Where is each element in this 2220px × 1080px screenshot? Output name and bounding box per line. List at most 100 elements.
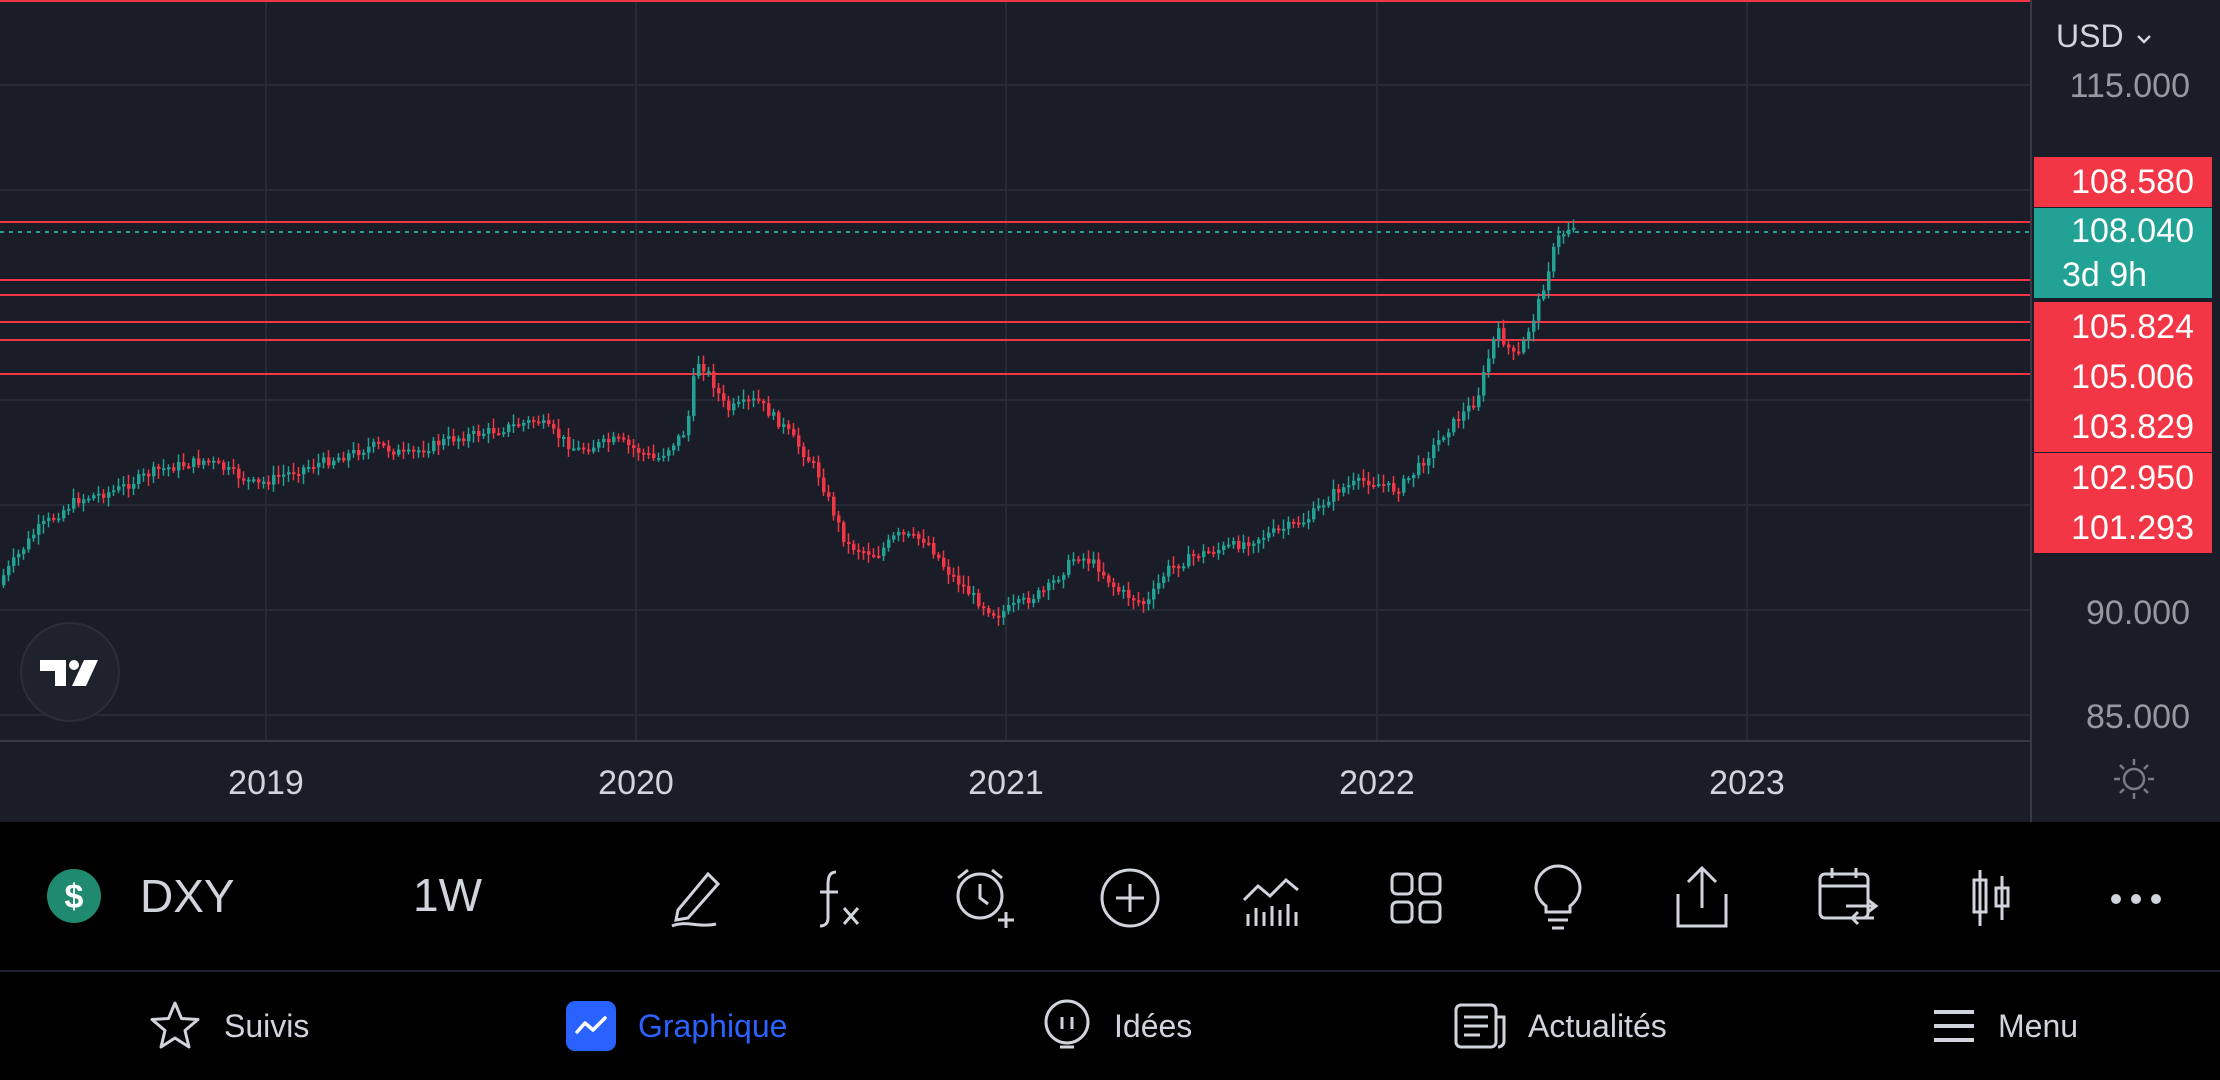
candle xyxy=(722,384,726,408)
lightbulb-icon[interactable] xyxy=(1530,862,1586,932)
candle xyxy=(27,530,31,553)
candle xyxy=(382,440,386,449)
candle xyxy=(1547,262,1551,299)
nav-label: Idées xyxy=(1114,1007,1193,1044)
candle xyxy=(117,478,121,494)
candle xyxy=(377,436,381,450)
candle xyxy=(107,486,111,507)
candle xyxy=(202,458,206,470)
nav-item-watchlist[interactable]: Suivis xyxy=(148,972,309,1080)
candle xyxy=(1432,438,1436,469)
nav-label: Menu xyxy=(1998,1007,2079,1044)
candle xyxy=(347,449,351,468)
candle xyxy=(887,534,891,552)
candle xyxy=(1037,587,1041,603)
candle xyxy=(1537,293,1541,330)
candle xyxy=(852,540,856,555)
add-circle-icon[interactable] xyxy=(1098,862,1162,932)
candle xyxy=(647,446,651,460)
candle xyxy=(1407,476,1411,484)
candle xyxy=(832,492,836,521)
nav-item-chart[interactable]: Graphique xyxy=(566,972,787,1080)
candle xyxy=(1287,516,1291,536)
candle xyxy=(807,449,811,464)
candle xyxy=(397,444,401,457)
candle xyxy=(532,416,536,429)
candle xyxy=(237,463,241,488)
candle xyxy=(47,512,51,528)
price-level-tag: 108.580 xyxy=(2034,157,2212,207)
candle xyxy=(1382,474,1386,493)
candle xyxy=(1207,546,1211,555)
candle xyxy=(1232,537,1236,549)
function-icon[interactable] xyxy=(814,862,866,932)
price-level-tag: 105.824 xyxy=(2034,302,2212,352)
candle xyxy=(152,461,156,484)
candle xyxy=(232,459,236,475)
candle xyxy=(1132,595,1136,610)
candle xyxy=(487,422,491,444)
chart-area[interactable]: 2019 2020 2021 2022 2023 xyxy=(0,0,2030,822)
nav-item-news[interactable]: Actualités xyxy=(1454,972,1667,1080)
price-chart[interactable] xyxy=(0,0,2030,740)
layout-grid-icon[interactable] xyxy=(1388,862,1444,932)
candle xyxy=(627,435,631,454)
share-icon[interactable] xyxy=(1672,862,1732,932)
candle xyxy=(1087,550,1091,572)
symbol-selector[interactable]: $ DXY xyxy=(46,868,235,924)
candle xyxy=(1262,530,1266,549)
candle xyxy=(712,363,716,397)
alarm-add-icon[interactable] xyxy=(950,862,1020,932)
candle xyxy=(182,453,186,471)
candle xyxy=(727,395,731,418)
indicators-icon[interactable] xyxy=(1240,862,1304,932)
candle xyxy=(72,488,76,513)
theme-toggle-sun-icon[interactable] xyxy=(2112,757,2156,801)
price-scale[interactable]: USD 115.000 108.580 108.040 3d 9h 105.82… xyxy=(2030,0,2220,822)
candle xyxy=(1562,230,1566,244)
candle xyxy=(1277,524,1281,534)
candle xyxy=(502,427,506,438)
candle xyxy=(137,469,141,489)
candle xyxy=(1572,219,1576,233)
calendar-compare-icon[interactable] xyxy=(1816,862,1880,932)
chart-toolbar: $ DXY 1W xyxy=(0,822,2220,968)
chart-icon xyxy=(566,1001,616,1051)
candle xyxy=(752,390,756,408)
candle xyxy=(1142,597,1146,613)
candle xyxy=(857,543,861,560)
candle xyxy=(7,560,11,582)
candle xyxy=(1487,349,1491,378)
brush-icon[interactable] xyxy=(664,862,728,932)
tradingview-logo[interactable] xyxy=(20,622,120,722)
candle xyxy=(1322,499,1326,516)
currency-selector[interactable]: USD xyxy=(2056,18,2152,55)
time-axis[interactable]: 2019 2020 2021 2022 2023 xyxy=(0,740,2030,822)
candle xyxy=(892,532,896,543)
candle xyxy=(1532,314,1536,342)
candle xyxy=(842,520,846,547)
candle xyxy=(932,536,936,559)
nav-item-menu[interactable]: Menu xyxy=(1932,972,2078,1080)
candle xyxy=(1237,535,1241,553)
candle xyxy=(1032,594,1036,608)
candle xyxy=(1552,242,1556,278)
nav-item-ideas[interactable]: Idées xyxy=(1042,972,1192,1080)
candle xyxy=(337,453,341,463)
candle xyxy=(1522,336,1526,355)
candle xyxy=(872,548,876,559)
candle xyxy=(1507,341,1511,355)
candle xyxy=(257,477,261,490)
candle xyxy=(1447,428,1451,446)
candle xyxy=(1282,519,1286,539)
candle xyxy=(2,568,6,588)
candle xyxy=(972,585,976,604)
more-icon[interactable] xyxy=(2108,862,2164,932)
candle xyxy=(1027,591,1031,610)
candle xyxy=(67,503,71,516)
candle xyxy=(1257,536,1261,553)
candle xyxy=(227,461,231,476)
candles-icon[interactable] xyxy=(1970,862,2014,932)
candle xyxy=(82,494,86,512)
interval-selector[interactable]: 1W xyxy=(413,869,482,921)
